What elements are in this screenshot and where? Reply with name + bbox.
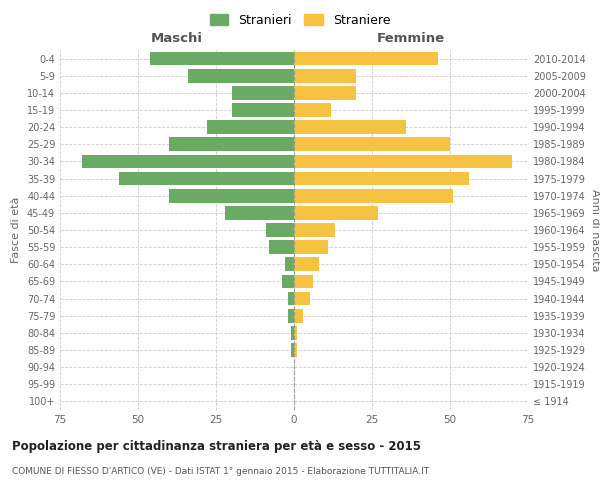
Bar xyxy=(226,206,294,220)
Bar xyxy=(82,154,294,168)
Bar xyxy=(294,206,378,220)
Bar xyxy=(294,240,328,254)
Bar xyxy=(294,154,512,168)
Bar xyxy=(169,189,294,202)
Bar xyxy=(284,258,294,271)
Bar xyxy=(294,309,304,322)
Text: COMUNE DI FIESSO D'ARTICO (VE) - Dati ISTAT 1° gennaio 2015 - Elaborazione TUTTI: COMUNE DI FIESSO D'ARTICO (VE) - Dati IS… xyxy=(12,468,429,476)
Bar xyxy=(119,172,294,185)
Bar xyxy=(206,120,294,134)
Bar xyxy=(291,326,294,340)
Bar xyxy=(266,223,294,237)
Bar xyxy=(151,52,294,66)
Bar xyxy=(188,69,294,82)
Text: Popolazione per cittadinanza straniera per età e sesso - 2015: Popolazione per cittadinanza straniera p… xyxy=(12,440,421,453)
Legend: Stranieri, Straniere: Stranieri, Straniere xyxy=(205,8,395,32)
Bar xyxy=(291,343,294,357)
Bar xyxy=(232,103,294,117)
Bar xyxy=(294,258,319,271)
Bar xyxy=(294,86,356,100)
Text: Femmine: Femmine xyxy=(377,32,445,45)
Bar xyxy=(294,120,406,134)
Bar xyxy=(294,326,297,340)
Bar xyxy=(281,274,294,288)
Bar xyxy=(288,309,294,322)
Bar xyxy=(294,189,453,202)
Bar xyxy=(294,52,437,66)
Bar xyxy=(294,103,331,117)
Bar xyxy=(294,343,297,357)
Bar xyxy=(288,292,294,306)
Bar xyxy=(232,86,294,100)
Bar xyxy=(269,240,294,254)
Bar xyxy=(294,292,310,306)
Bar xyxy=(294,138,450,151)
Bar xyxy=(294,223,335,237)
Bar xyxy=(294,172,469,185)
Bar xyxy=(169,138,294,151)
Y-axis label: Anni di nascita: Anni di nascita xyxy=(590,188,599,271)
Text: Maschi: Maschi xyxy=(151,32,203,45)
Bar xyxy=(294,274,313,288)
Bar xyxy=(294,69,356,82)
Y-axis label: Fasce di età: Fasce di età xyxy=(11,197,21,263)
